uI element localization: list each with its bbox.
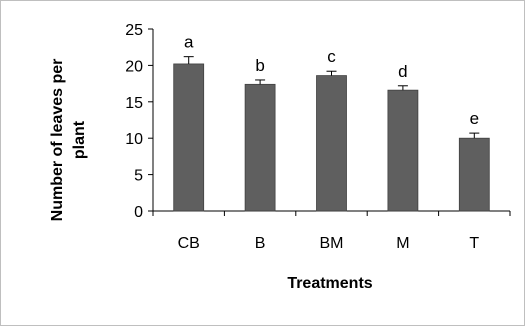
y-axis-title: Number of leaves per plant <box>49 59 88 222</box>
y-axis: 0 5 10 15 20 25 <box>125 22 154 221</box>
significance-letter-bm: c <box>327 47 336 66</box>
significance-letter-m: d <box>398 62 407 81</box>
bar-b <box>244 83 276 212</box>
x-tick-label-cb: CB <box>178 235 200 252</box>
error-bars <box>183 56 480 139</box>
significance-letter-cb: a <box>184 33 194 52</box>
y-tick-label: 10 <box>125 131 143 148</box>
y-tick-label: 25 <box>125 22 143 39</box>
y-axis-title-line-2: plant <box>71 120 88 159</box>
x-tick-label-bm: BM <box>320 235 344 252</box>
bar-bm <box>316 75 347 212</box>
bar-t <box>458 137 490 212</box>
y-tick-label: 20 <box>125 58 143 75</box>
bar-cb <box>173 63 205 212</box>
bar-m <box>387 89 419 212</box>
x-tick-label-b: B <box>255 235 266 252</box>
x-tick-label-t: T <box>469 235 479 252</box>
x-tick-label-m: M <box>396 235 409 252</box>
y-tick-label: 15 <box>125 95 143 112</box>
x-axis-title: Treatments <box>287 275 372 292</box>
x-axis: CB B BM M T <box>152 210 511 252</box>
significance-letter-b: b <box>255 56 264 75</box>
y-tick-label: 0 <box>134 204 143 221</box>
y-axis-title-line-1: Number of leaves per <box>49 59 66 222</box>
significance-letter-t: e <box>470 109 479 128</box>
y-tick-label: 5 <box>134 168 143 185</box>
bars <box>173 63 490 212</box>
significance-letters: a b c d e <box>184 33 479 128</box>
